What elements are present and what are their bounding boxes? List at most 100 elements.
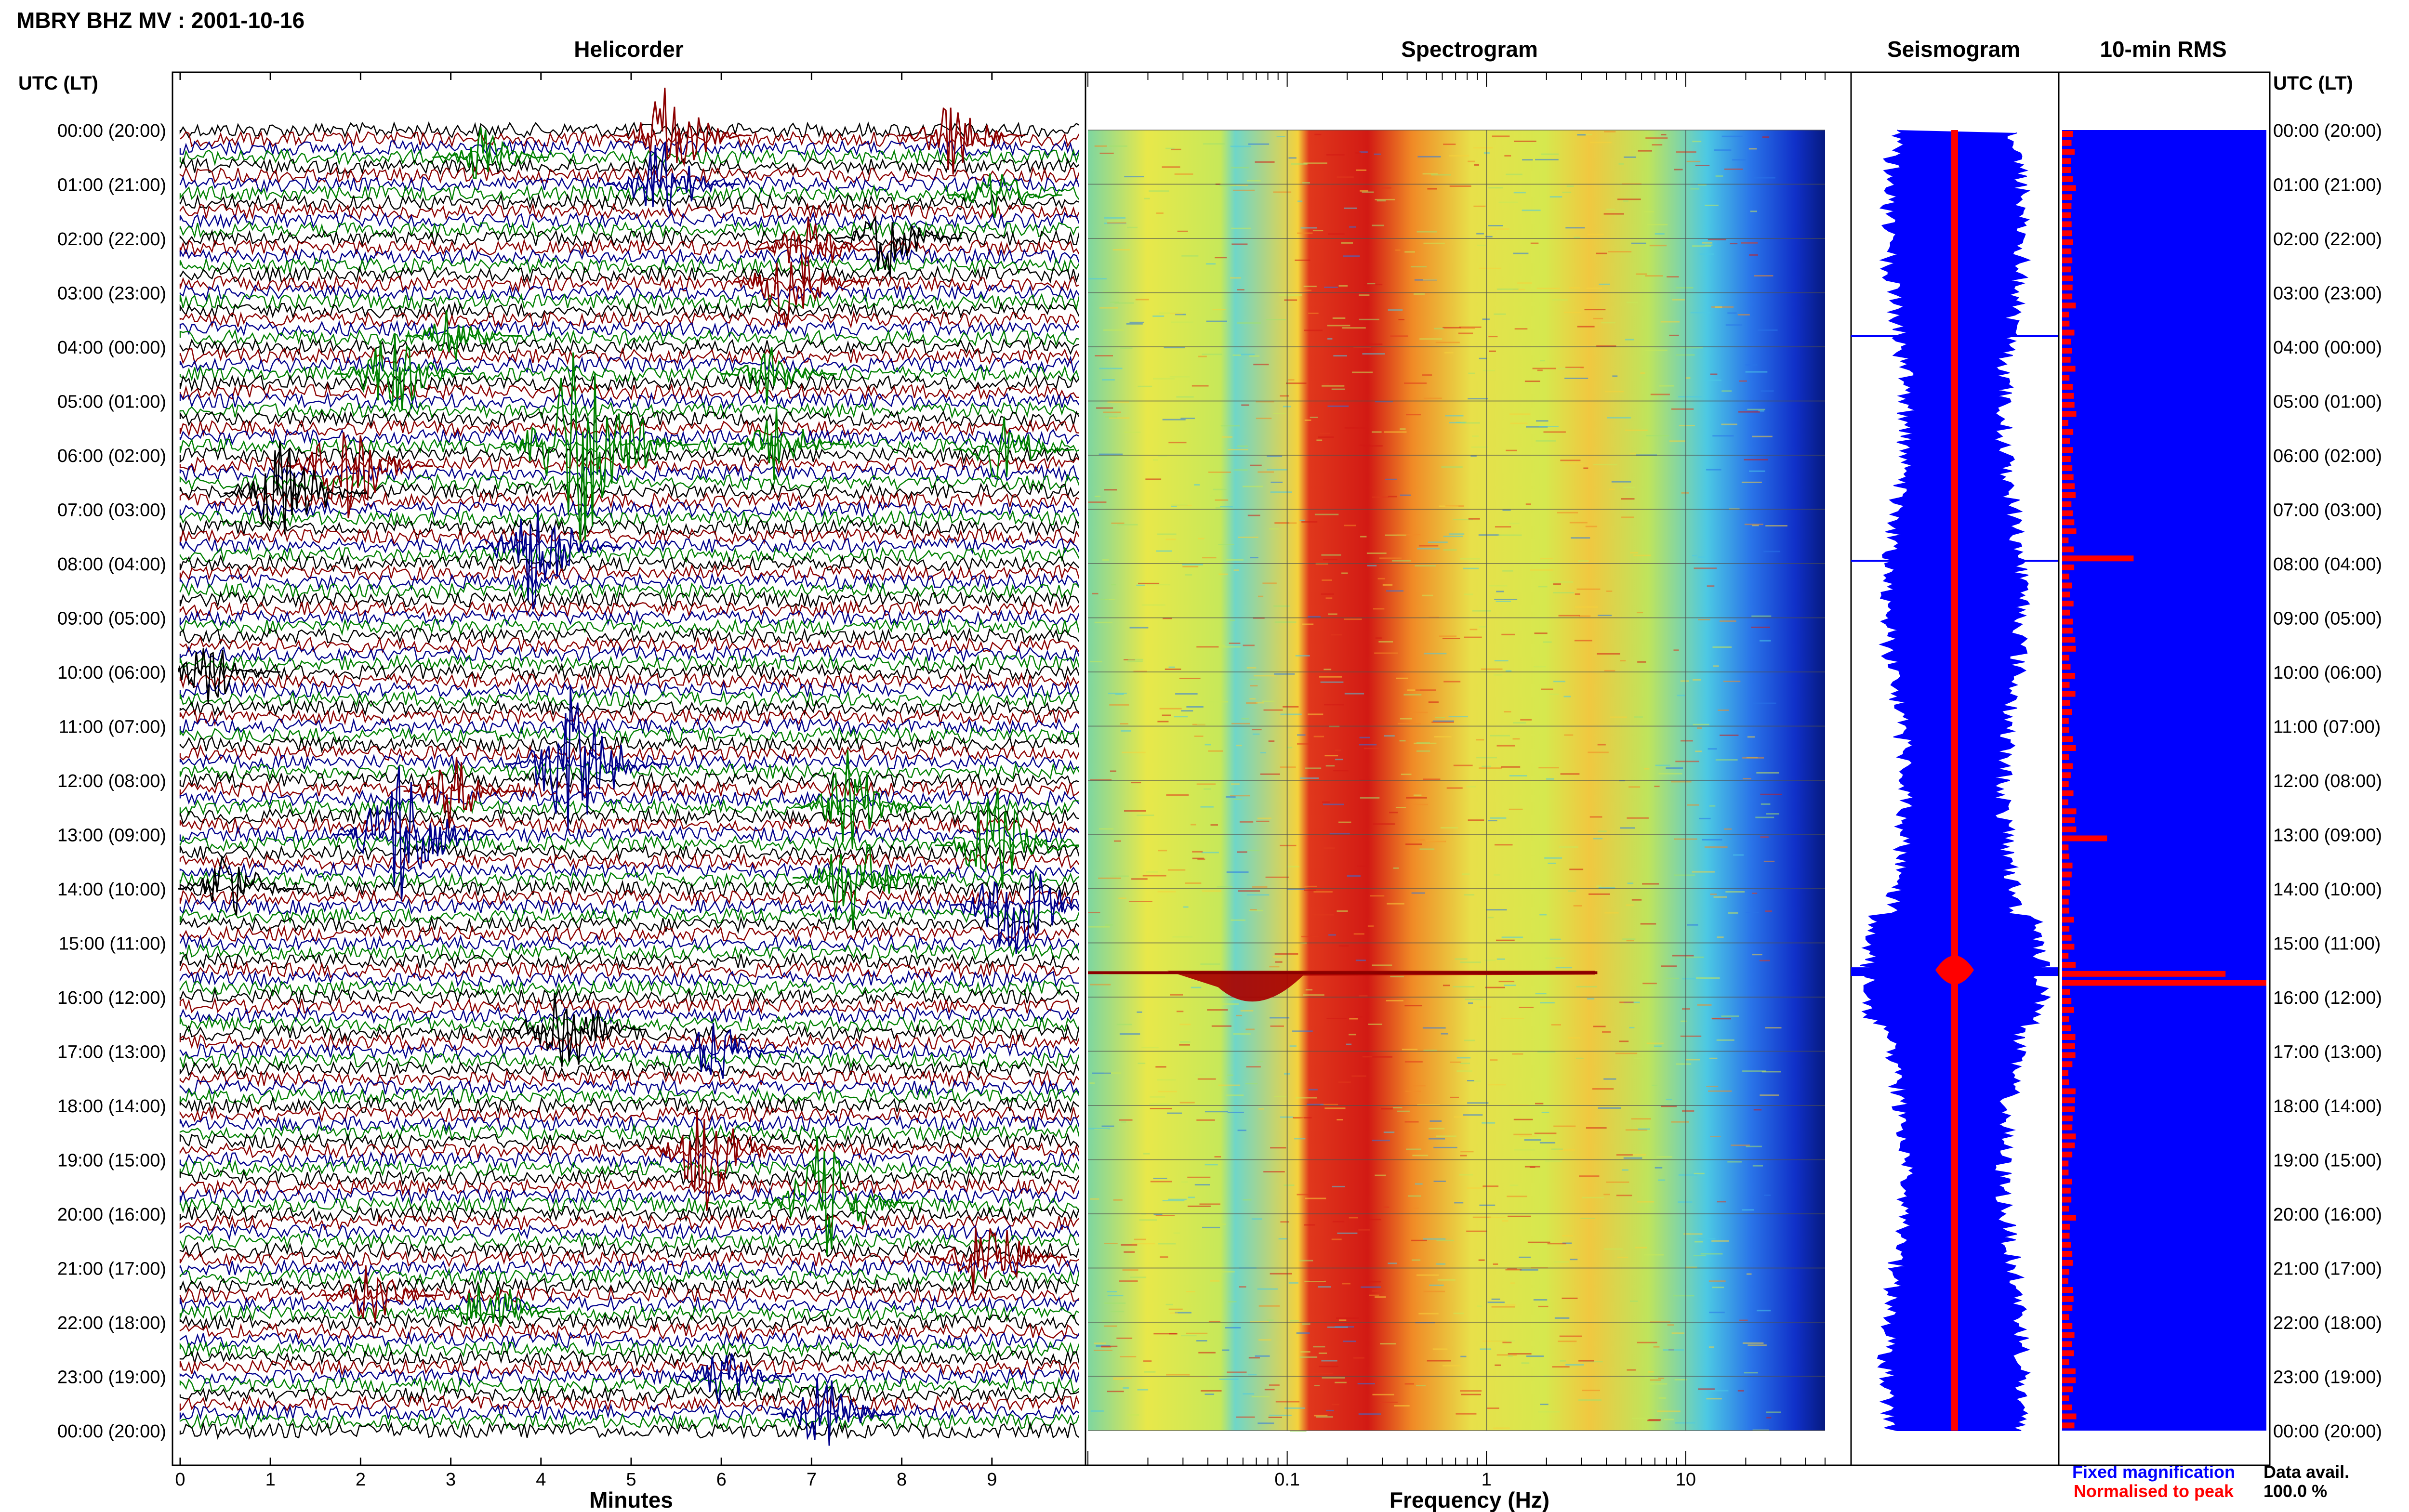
spectrogram-texture-mark <box>1714 306 1722 308</box>
spectrogram-texture-mark <box>1560 1360 1566 1362</box>
rms-bar <box>2062 312 2069 317</box>
spectrogram-texture-mark <box>1253 364 1269 366</box>
time-tick-right: 17:00 (13:00) <box>2273 1042 2382 1063</box>
spectrogram-texture-mark <box>1707 238 1726 240</box>
spectrogram-texture-mark <box>1470 455 1477 457</box>
spectrogram-texture-mark <box>1540 1002 1555 1004</box>
rms-bar <box>2062 276 2073 281</box>
spectrogram-event-shape <box>1167 971 1595 1002</box>
spectrogram-texture-mark <box>1338 821 1351 823</box>
spectrogram-texture-mark <box>1158 1243 1176 1245</box>
spectrogram-texture-mark <box>1101 1320 1111 1322</box>
spectrogram-texture-mark <box>1366 552 1387 554</box>
spectrogram-texture-mark <box>1626 904 1634 906</box>
spectrogram-texture-mark <box>1533 1299 1548 1301</box>
spectrogram-texture-mark <box>1423 397 1442 399</box>
time-tick-right: 09:00 (05:00) <box>2273 609 2382 629</box>
helicorder-trace <box>179 608 1079 627</box>
spectrogram-texture-mark <box>1596 885 1602 887</box>
rms-bar <box>2062 1160 2069 1167</box>
spectrogram-texture-mark <box>1246 667 1257 669</box>
spectrogram-texture-mark <box>1404 382 1427 384</box>
rms-bar <box>2062 212 2071 218</box>
spectrogram-texture-mark <box>1488 1216 1506 1218</box>
spectrogram-texture-mark <box>1622 1169 1628 1171</box>
spectrogram-texture-mark <box>1180 1041 1191 1043</box>
spectrogram-texture-mark <box>1176 396 1194 398</box>
spectrogram-texture-mark <box>1750 210 1757 212</box>
spectrogram-texture-mark <box>1448 716 1468 718</box>
spectrogram-texture-mark <box>1695 165 1710 166</box>
spectrogram-texture-mark <box>1117 524 1138 526</box>
spectrogram-texture-mark <box>1267 1319 1274 1321</box>
spectrogram-texture-mark <box>1111 584 1116 586</box>
spectrogram-texture-mark <box>1762 136 1770 138</box>
time-tick-right: 10:00 (06:00) <box>2273 663 2382 683</box>
spectrogram-texture-mark <box>1181 1181 1188 1183</box>
spectrogram-texture-mark <box>1413 293 1425 295</box>
spectrogram-texture-mark <box>1188 1196 1195 1198</box>
spectrogram-texture-mark <box>1725 891 1745 893</box>
spectrogram-texture-mark <box>1167 869 1186 871</box>
spectrogram-texture-mark <box>1186 1332 1208 1334</box>
spectrogram-texture-mark <box>1598 830 1607 832</box>
spectrogram-texture-mark <box>1316 1416 1333 1418</box>
spectrogram-texture-mark <box>1733 854 1744 856</box>
spectrogram-texture-mark <box>1383 1206 1390 1208</box>
spectrogram-texture-mark <box>1711 306 1734 308</box>
spectrogram-texture-mark <box>1229 643 1241 644</box>
spectrogram-texture-mark <box>1233 1033 1251 1035</box>
spectrogram-texture-mark <box>1157 721 1169 723</box>
spectrogram-texture-mark <box>1273 413 1286 414</box>
spectrogram-texture-mark <box>1238 537 1258 538</box>
rms-bar <box>2062 1097 2075 1104</box>
spectrogram-texture-mark <box>1753 1109 1762 1111</box>
rms-bars <box>2062 130 2266 1431</box>
spectrogram-texture-mark <box>1349 1217 1358 1219</box>
rms-bar <box>2062 492 2076 498</box>
spectrogram-texture-mark <box>1273 605 1290 607</box>
helicorder-trace <box>179 1286 1079 1304</box>
spectrogram-texture-mark <box>1514 1149 1535 1151</box>
spectrogram-texture-mark <box>1323 559 1337 561</box>
spectrogram-texture-mark <box>1496 591 1504 592</box>
spectrogram-texture-mark <box>1227 1112 1244 1113</box>
spectrogram-texture-mark <box>1107 1295 1124 1297</box>
spectrogram-texture-mark <box>1202 1226 1220 1228</box>
spectrogram-texture-mark <box>1751 626 1770 628</box>
spectrogram-texture-mark <box>1094 145 1107 147</box>
spectrogram-texture-mark <box>1671 781 1692 783</box>
rms-bar <box>2062 248 2072 254</box>
spectrogram-texture-mark <box>1443 536 1463 538</box>
spectrogram-texture-mark <box>1495 526 1511 528</box>
spectrogram-texture-mark <box>1308 713 1324 715</box>
spectrogram-texture-mark <box>1747 1344 1767 1346</box>
spectrogram-texture-mark <box>1107 1291 1117 1292</box>
spectrogram-texture-mark <box>1576 588 1601 590</box>
helicorder-trace <box>179 581 1079 600</box>
spectrogram-texture-mark <box>1153 1213 1163 1215</box>
spectrogram-texture-mark <box>1286 888 1305 890</box>
spectrogram-texture-mark <box>1538 586 1548 588</box>
spectrogram-texture-mark <box>1690 312 1711 314</box>
spectrogram-texture-mark <box>1637 1201 1655 1203</box>
time-tick-left: 02:00 (22:00) <box>57 229 166 250</box>
spectrogram-texture-mark <box>1198 355 1207 357</box>
spectrogram-texture-mark <box>1181 710 1193 712</box>
spectrogram-texture-mark <box>1458 332 1473 334</box>
spectrogram-texture-mark <box>1443 1365 1461 1367</box>
spectrogram-texture-mark <box>1676 287 1694 289</box>
helicorder-trace <box>179 1385 1079 1404</box>
spectrogram-texture-mark <box>1302 623 1314 625</box>
spectrogram-texture-mark <box>1370 895 1385 897</box>
spectrogram-texture-mark <box>1527 1241 1550 1243</box>
spectrogram-texture-mark <box>1760 960 1770 961</box>
spectrogram-texture-mark <box>1618 163 1624 165</box>
spectrogram-texture-mark <box>1088 912 1100 913</box>
rms-bar <box>2062 546 2074 552</box>
spectrogram-texture-mark <box>1099 828 1113 830</box>
spectrogram-texture-mark <box>1482 318 1490 320</box>
spectrogram-texture-mark <box>1625 429 1648 431</box>
spectrogram-texture-mark <box>1384 735 1395 737</box>
spectrogram-texture-mark <box>1368 1024 1382 1025</box>
